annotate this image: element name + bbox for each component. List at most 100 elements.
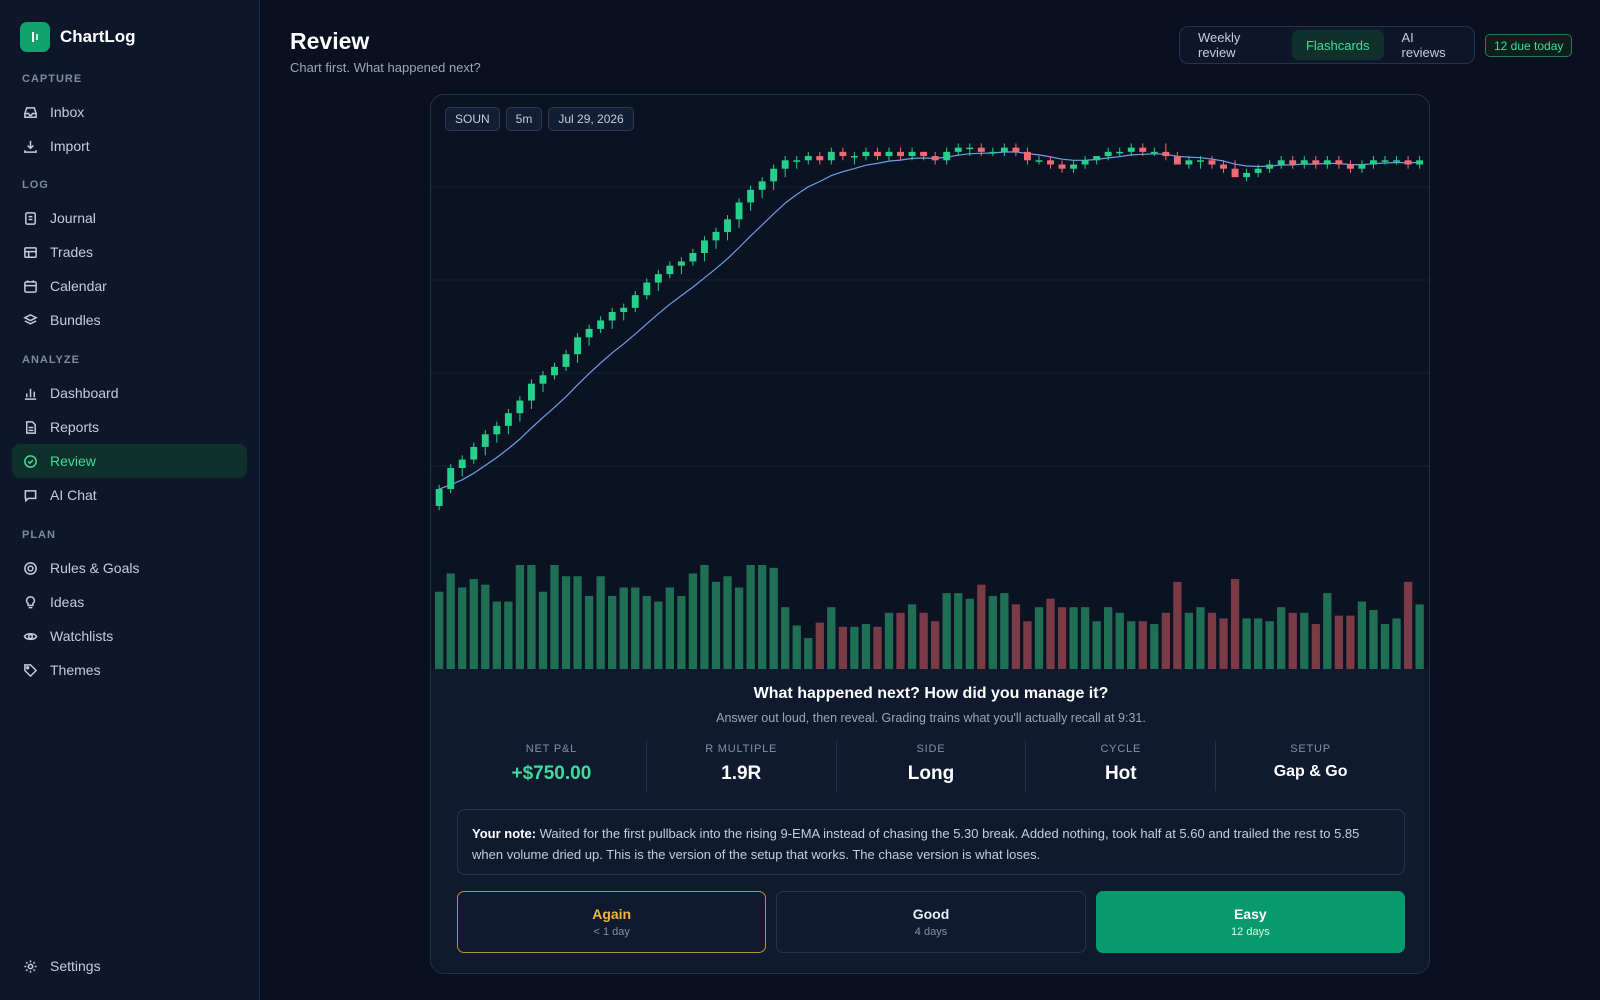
brand-logo-icon bbox=[20, 22, 50, 52]
candle-body bbox=[793, 160, 801, 162]
stat-label: SETUP bbox=[1290, 743, 1331, 755]
candle-body bbox=[1093, 156, 1101, 161]
candle-body bbox=[1162, 151, 1170, 157]
page-subtitle: Chart first. What happened next? bbox=[290, 60, 481, 75]
volume-bar bbox=[481, 584, 490, 669]
candle-body bbox=[885, 151, 893, 157]
sidebar-item-label: Reports bbox=[50, 419, 100, 435]
candle-body bbox=[470, 446, 478, 460]
candle-body bbox=[1127, 147, 1135, 152]
sidebar-item-calendar[interactable]: Calendar bbox=[12, 269, 247, 303]
note-text: Waited for the first pullback into the r… bbox=[472, 826, 1360, 862]
check-circle-icon bbox=[22, 453, 38, 469]
candle-body bbox=[1404, 160, 1412, 165]
volume-bar bbox=[1230, 579, 1240, 669]
volume-bar bbox=[757, 565, 767, 669]
candle-body bbox=[493, 425, 501, 435]
volume-bar bbox=[1253, 618, 1263, 669]
chat-icon bbox=[22, 487, 38, 503]
volume-bar bbox=[492, 601, 501, 669]
sidebar-item-themes[interactable]: Themes bbox=[12, 653, 247, 687]
candle-body bbox=[562, 354, 570, 367]
candle-body bbox=[1335, 160, 1343, 165]
sidebar-item-settings[interactable]: Settings bbox=[12, 949, 247, 983]
candle-body bbox=[1173, 156, 1181, 165]
stat-value: Long bbox=[907, 763, 955, 784]
grade-easy-button[interactable]: Easy 12 days bbox=[1095, 891, 1405, 953]
sidebar-item-import[interactable]: Import bbox=[12, 129, 247, 163]
sidebar-item-inbox[interactable]: Inbox bbox=[12, 95, 247, 129]
candle-body bbox=[1104, 151, 1112, 157]
volume-bar bbox=[781, 607, 790, 669]
brand[interactable]: ChartLog bbox=[20, 22, 136, 52]
tab-weekly-review[interactable]: Weekly review bbox=[1198, 30, 1241, 60]
grade-interval: 4 days bbox=[914, 926, 948, 938]
sidebar-item-journal[interactable]: Journal bbox=[12, 201, 247, 235]
sidebar-item-label: AI Chat bbox=[50, 487, 97, 503]
volume-bar bbox=[1346, 615, 1355, 669]
sidebar-item-ai-chat[interactable]: AI Chat bbox=[12, 478, 247, 512]
volume-bar bbox=[746, 565, 755, 669]
section-label-analyze: ANALYZE bbox=[22, 354, 80, 366]
candle-body bbox=[447, 467, 455, 490]
volume-bar bbox=[677, 595, 686, 669]
sidebar-item-watchlists[interactable]: Watchlists bbox=[12, 619, 247, 653]
sidebar-item-bundles[interactable]: Bundles bbox=[12, 303, 247, 337]
volume-bar bbox=[561, 576, 571, 669]
candle-body bbox=[735, 202, 743, 220]
volume-bar bbox=[642, 595, 651, 669]
timeframe-chip: 5m bbox=[505, 107, 543, 131]
candle-body bbox=[1139, 147, 1147, 152]
stat-value: 1.9R bbox=[721, 763, 762, 784]
sidebar-item-dashboard[interactable]: Dashboard bbox=[12, 376, 247, 410]
candle-body bbox=[504, 413, 512, 426]
candle-body bbox=[1012, 147, 1020, 152]
grade-label: Easy bbox=[1233, 906, 1267, 922]
bar-chart-icon bbox=[22, 385, 38, 401]
candle-body bbox=[1220, 164, 1227, 169]
candle-body bbox=[1266, 164, 1274, 169]
candle-body bbox=[574, 337, 582, 355]
candle-body bbox=[1023, 151, 1031, 161]
symbol-chip: SOUN bbox=[445, 107, 500, 131]
candle-body bbox=[1300, 160, 1308, 165]
volume-bar bbox=[608, 595, 617, 669]
sidebar-item-reports[interactable]: Reports bbox=[12, 410, 247, 444]
volume-bar bbox=[884, 612, 894, 669]
volume-bar bbox=[1219, 618, 1228, 669]
sidebar-item-ideas[interactable]: Ideas bbox=[12, 585, 247, 619]
sidebar-item-trades[interactable]: Trades bbox=[12, 235, 247, 269]
candle-body bbox=[1243, 172, 1251, 178]
candle-body bbox=[551, 366, 558, 376]
volume-bar bbox=[1057, 607, 1067, 669]
candle-body bbox=[1370, 160, 1377, 165]
candle-body bbox=[966, 147, 974, 150]
grade-again-button[interactable]: Again < 1 day bbox=[457, 891, 767, 953]
volume-bar bbox=[504, 601, 513, 669]
volume-bar bbox=[573, 576, 582, 669]
tab-ai-reviews[interactable]: AI reviews bbox=[1401, 30, 1446, 60]
stat-label: SIDE bbox=[916, 743, 946, 755]
inbox-icon bbox=[22, 104, 38, 120]
sidebar-item-rules-goals[interactable]: Rules & Goals bbox=[12, 551, 247, 585]
volume-bar bbox=[1115, 612, 1124, 669]
candle-body bbox=[608, 312, 616, 321]
volume-bar bbox=[1127, 621, 1136, 669]
volume-bar bbox=[1092, 621, 1101, 669]
volume-bar bbox=[584, 595, 594, 669]
candle-body bbox=[1277, 160, 1285, 165]
candle-body bbox=[1185, 160, 1193, 165]
candle-body bbox=[954, 147, 962, 152]
candle-body bbox=[1289, 160, 1297, 165]
candle-body bbox=[597, 320, 605, 329]
candle-body bbox=[527, 383, 535, 401]
volume-bar bbox=[1311, 624, 1320, 669]
sidebar-item-review[interactable]: Review bbox=[12, 444, 247, 478]
grade-interval: < 1 day bbox=[593, 926, 630, 938]
sidebar-item-label: Dashboard bbox=[50, 385, 119, 401]
candle-body bbox=[1058, 164, 1066, 169]
candle-body bbox=[1208, 160, 1216, 165]
volume-bar bbox=[1161, 612, 1171, 669]
tab-flashcards[interactable]: Flashcards bbox=[1291, 30, 1384, 60]
grade-good-button[interactable]: Good 4 days bbox=[776, 891, 1086, 953]
